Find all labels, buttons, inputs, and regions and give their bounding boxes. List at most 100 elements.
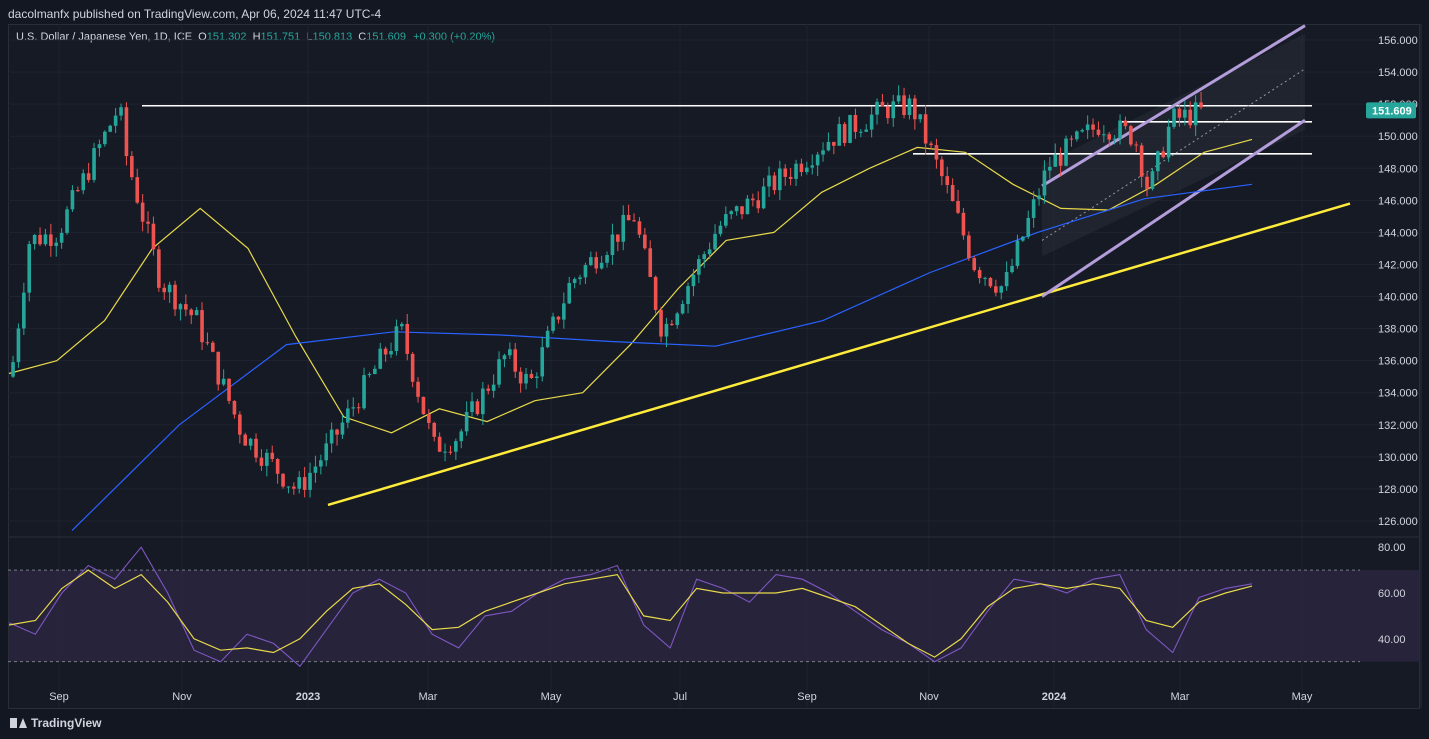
candle-body: [1015, 240, 1020, 266]
candle-body: [216, 351, 221, 385]
candle-body: [891, 101, 896, 119]
time-tick-label: 2023: [296, 691, 320, 703]
candle-body: [302, 477, 307, 490]
candle-body: [259, 457, 264, 466]
candle-body: [319, 460, 323, 467]
candle-body: [788, 176, 793, 179]
candle-body: [367, 374, 372, 376]
candle-body: [1199, 102, 1203, 108]
candle-body: [92, 148, 96, 180]
candle-body: [178, 304, 183, 310]
candle-body: [437, 436, 442, 452]
candle-body: [124, 107, 129, 157]
candle-body: [448, 451, 453, 453]
candle-body: [691, 274, 696, 287]
candle-body: [983, 277, 987, 279]
price-tick-label: 144.000: [1378, 227, 1418, 239]
candle-body: [27, 244, 32, 293]
candle-body: [1091, 124, 1095, 130]
price-tick-label: 136.000: [1378, 356, 1418, 368]
rising-trendline: [327, 202, 1351, 507]
candle-body: [756, 200, 761, 209]
candle-body: [1058, 154, 1063, 166]
published-by-text: dacolmanfx published on TradingView.com,…: [8, 7, 382, 21]
time-tick-label: Sep: [797, 691, 817, 703]
last-price-label: 151.609: [1372, 105, 1412, 117]
candle-body: [270, 452, 275, 460]
candle-body: [389, 351, 393, 355]
candle-body: [130, 156, 134, 178]
candle-body: [616, 234, 620, 242]
candle-body: [745, 198, 750, 215]
candle-body: [545, 330, 550, 348]
candle-body: [346, 408, 350, 423]
candle-body: [529, 373, 534, 379]
candle-body: [405, 323, 410, 354]
candle-body: [837, 124, 842, 146]
candle-body: [697, 259, 701, 275]
candle-body: [977, 270, 982, 279]
time-tick-label: Mar: [419, 691, 438, 703]
candle-body: [842, 124, 847, 144]
candle-body: [1156, 151, 1160, 172]
candle-body: [864, 129, 869, 132]
candle-body: [772, 175, 777, 191]
time-tick-label: Nov: [919, 691, 939, 703]
candle-body: [281, 473, 285, 487]
candle-body: [956, 201, 960, 213]
candle-body: [556, 316, 561, 320]
candle-body: [961, 212, 966, 236]
candle-body: [729, 211, 734, 215]
candle-body: [567, 282, 572, 304]
candle-body: [378, 348, 383, 369]
candle-body: [427, 414, 431, 423]
rsi-tick-label: 60.00: [1378, 588, 1406, 600]
candle-body: [1112, 138, 1117, 140]
candle-body: [767, 175, 771, 187]
candle-body: [632, 220, 636, 222]
candle-body: [572, 279, 577, 283]
candle-body: [184, 304, 188, 310]
candle-body: [351, 407, 356, 409]
candle-body: [146, 221, 150, 224]
rsi-ma-line: [8, 569, 1253, 658]
price-tick-label: 154.000: [1378, 67, 1418, 79]
candle-body: [443, 451, 447, 453]
candle-body: [513, 349, 518, 372]
candle-body: [76, 190, 80, 192]
candle-body: [232, 400, 237, 415]
candle-body: [16, 328, 21, 363]
candle-body: [49, 234, 53, 246]
candle-body: [481, 388, 485, 415]
rsi-tick-label: 80.00: [1378, 542, 1406, 554]
candle-body: [1166, 126, 1171, 158]
candle-body: [200, 310, 204, 343]
candle-body: [783, 168, 788, 177]
candle-body: [221, 378, 226, 385]
candle-body: [626, 214, 631, 221]
candle-body: [335, 429, 339, 435]
candle-body: [59, 232, 64, 243]
candle-body: [664, 323, 669, 337]
price-tick-label: 130.000: [1378, 452, 1418, 464]
time-tick-label: 2024: [1042, 691, 1067, 703]
tradingview-logo-icon: [10, 718, 27, 728]
close-label: C: [358, 31, 367, 43]
candle-body: [254, 438, 258, 458]
price-tick-label: 126.000: [1378, 516, 1418, 528]
candle-body: [740, 206, 744, 215]
candle-body: [713, 233, 717, 250]
candle-body: [70, 190, 75, 210]
candle-body: [1123, 120, 1128, 127]
candle-body: [994, 286, 998, 293]
high-label: H: [252, 31, 261, 43]
candle-body: [686, 286, 690, 305]
candle-body: [853, 114, 858, 132]
candle-body: [578, 277, 582, 280]
candles: [11, 85, 1203, 498]
candle-body: [540, 347, 545, 377]
candle-body: [902, 95, 906, 116]
price-tick-label: 156.000: [1378, 35, 1418, 47]
candle-body: [1096, 129, 1101, 135]
